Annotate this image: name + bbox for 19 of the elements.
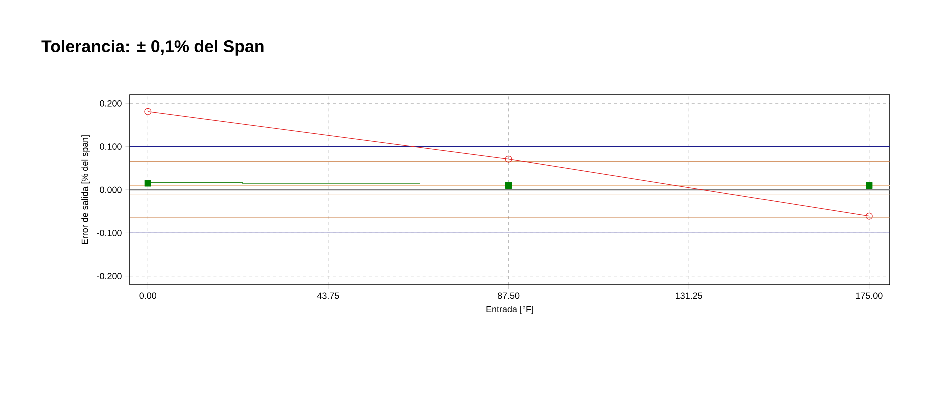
x-tick-label: 175.00 (856, 292, 883, 300)
y-tick-label: -0.200 (97, 273, 122, 280)
y-axis-title: Error de salida [% del span] (82, 136, 90, 244)
point (505, 182, 512, 189)
x-tick-label: 43.75 (317, 292, 340, 300)
y-tick-label: 0.100 (100, 144, 122, 150)
point (144, 180, 152, 187)
x-axis-title: Entrada [°F] (486, 306, 534, 314)
chart-title: Tolerancia: ± 0,1% del Span (42, 40, 264, 56)
x-tick-label: 0.00 (140, 292, 157, 300)
y-tick-label: 0.000 (100, 186, 122, 194)
y-tick-label: -0.100 (97, 230, 122, 236)
point (505, 156, 512, 163)
point (866, 182, 873, 189)
y-tick-label: 0.200 (100, 100, 122, 107)
point (144, 108, 152, 116)
x-tick-label: 131.25 (676, 292, 702, 300)
point (866, 212, 873, 220)
x-tick-label: 87.50 (498, 292, 520, 300)
